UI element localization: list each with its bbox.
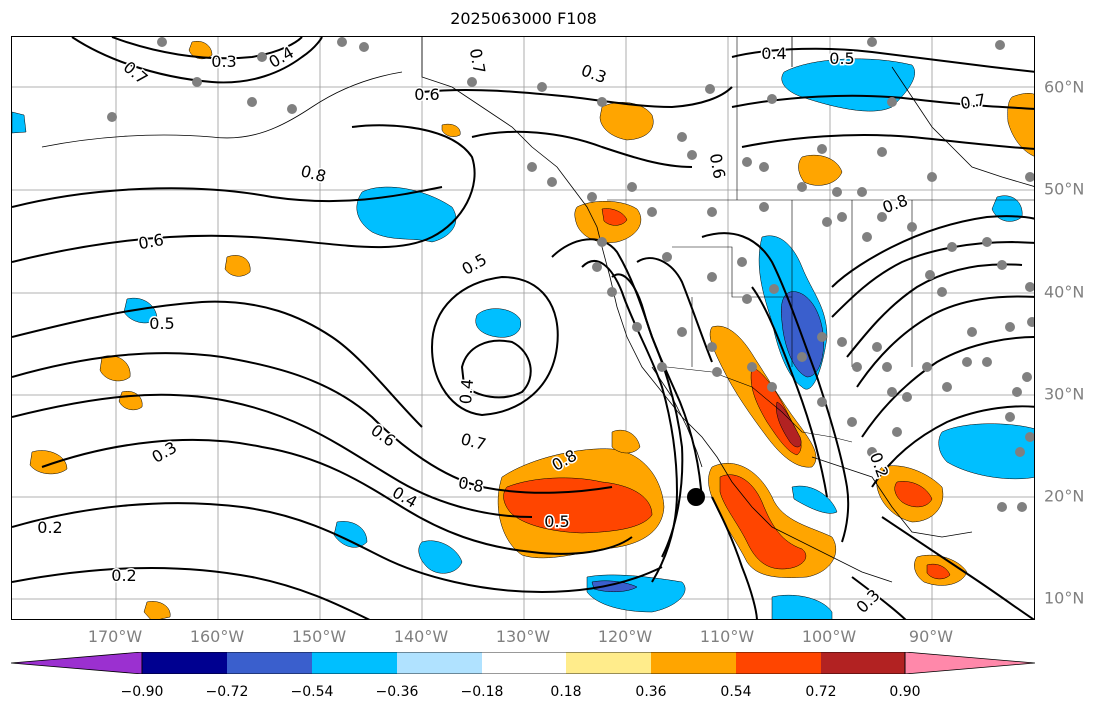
contour-lines <box>12 37 1034 619</box>
colorbar-tick: 0.36 <box>635 684 667 700</box>
colorbar-segment <box>397 652 482 674</box>
contour-label: 0.8 <box>880 191 910 218</box>
colorbar-tick: −0.90 <box>120 684 164 700</box>
contour-label: 0.4 <box>761 44 786 63</box>
contour-label: 0.6 <box>367 420 399 450</box>
lat-label: 20°N <box>1044 486 1085 506</box>
contour-label: 0.5 <box>149 314 174 333</box>
contour-label: 0.3 <box>211 52 236 71</box>
colorbar-tick: −0.18 <box>460 684 504 700</box>
lat-label: 10°N <box>1044 588 1085 608</box>
contour-label: 0.7 <box>459 429 489 454</box>
lon-label: 90°W <box>908 627 954 646</box>
colorbar-tick: −0.54 <box>290 684 334 700</box>
colorbar-tick: −0.36 <box>375 684 419 700</box>
contour-label: 0.4 <box>265 43 297 72</box>
storm-center-marker <box>687 488 705 506</box>
colorbar-segment <box>482 652 566 674</box>
lon-label: 120°W <box>597 627 653 646</box>
contour-label: 0.4 <box>456 378 477 405</box>
contour-label: 0.3 <box>852 585 883 616</box>
colorbar-segment <box>312 652 397 674</box>
coastlines <box>41 37 1034 583</box>
contour-label: 0.6 <box>706 152 729 180</box>
political-borders <box>607 37 1034 443</box>
contour-label: 0.5 <box>544 512 569 531</box>
lon-label: 160°W <box>189 627 245 646</box>
lon-label: 130°W <box>495 627 551 646</box>
contour-label: 0.5 <box>458 250 490 279</box>
colorbar-segment <box>651 652 736 674</box>
contour-label: 0.2 <box>37 518 62 537</box>
contour-label: 0.7 <box>959 90 987 113</box>
colorbar-extend-left <box>11 652 143 674</box>
colorbar-extend-right <box>904 652 1035 674</box>
colorbar-tick: 0.18 <box>550 684 582 700</box>
lon-label: 100°W <box>801 627 857 646</box>
contour-label: 0.5 <box>829 49 854 68</box>
colorbar-tick: 0.90 <box>889 684 921 700</box>
lat-label: 30°N <box>1044 384 1085 404</box>
colorbar-segment <box>736 652 821 674</box>
contour-label: 0.2 <box>111 566 136 585</box>
lon-label: 170°W <box>87 627 143 646</box>
contour-label: 0.7 <box>466 47 489 75</box>
contour-label: 0.8 <box>299 161 329 186</box>
contour-label: 0.3 <box>579 61 609 88</box>
map-canvas: 0.3 0.4 0.5 0.6 0.7 0.8 0.2 0.3 0.4 0.5 … <box>12 37 1034 619</box>
colorbar-tick: −0.72 <box>205 684 249 700</box>
colorbar-tick: 0.54 <box>720 684 752 700</box>
lon-label: 150°W <box>291 627 347 646</box>
lon-label: 110°W <box>699 627 755 646</box>
colorbar-segment <box>566 652 651 674</box>
colorbar <box>11 652 1035 674</box>
colorbar-segment <box>821 652 905 674</box>
colorbar-segment <box>142 652 227 674</box>
colorbar-segment <box>227 652 312 674</box>
lat-label: 60°N <box>1044 77 1085 97</box>
colorbar-tick: 0.72 <box>805 684 837 700</box>
positive-anomaly-shading <box>29 41 1034 619</box>
lat-label: 50°N <box>1044 179 1085 199</box>
map-title: 2025063000 F108 <box>450 9 597 28</box>
contour-label: 0.8 <box>457 473 485 496</box>
lat-label: 40°N <box>1044 282 1085 302</box>
contour-label: 0.6 <box>414 85 439 104</box>
contour-label: 0.4 <box>389 483 421 512</box>
map-frame: 0.3 0.4 0.5 0.6 0.7 0.8 0.2 0.3 0.4 0.5 … <box>11 36 1035 620</box>
contour-label: 0.6 <box>137 230 165 253</box>
lon-label: 140°W <box>393 627 449 646</box>
station-markers <box>107 37 1034 512</box>
